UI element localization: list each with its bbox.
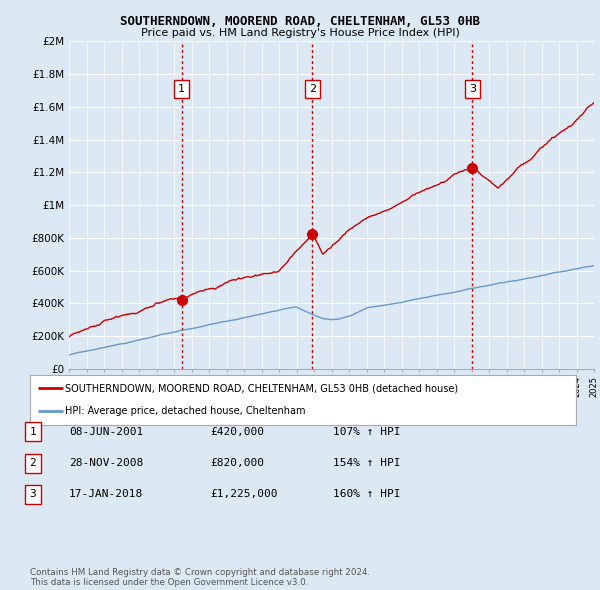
Text: 154% ↑ HPI: 154% ↑ HPI	[333, 458, 401, 468]
Text: Contains HM Land Registry data © Crown copyright and database right 2024.
This d: Contains HM Land Registry data © Crown c…	[30, 568, 370, 587]
Text: 160% ↑ HPI: 160% ↑ HPI	[333, 490, 401, 499]
Text: £1,225,000: £1,225,000	[210, 490, 277, 499]
Text: £420,000: £420,000	[210, 427, 264, 437]
Text: 3: 3	[29, 490, 37, 499]
Text: 107% ↑ HPI: 107% ↑ HPI	[333, 427, 401, 437]
Text: 28-NOV-2008: 28-NOV-2008	[69, 458, 143, 468]
Text: HPI: Average price, detached house, Cheltenham: HPI: Average price, detached house, Chel…	[65, 407, 306, 417]
Text: 08-JUN-2001: 08-JUN-2001	[69, 427, 143, 437]
Text: 1: 1	[178, 84, 185, 94]
Text: 3: 3	[469, 84, 476, 94]
Text: £820,000: £820,000	[210, 458, 264, 468]
Text: 2: 2	[309, 84, 316, 94]
Text: 1: 1	[29, 427, 37, 437]
Text: SOUTHERNDOWN, MOOREND ROAD, CHELTENHAM, GL53 0HB: SOUTHERNDOWN, MOOREND ROAD, CHELTENHAM, …	[120, 15, 480, 28]
Text: 17-JAN-2018: 17-JAN-2018	[69, 490, 143, 499]
Text: SOUTHERNDOWN, MOOREND ROAD, CHELTENHAM, GL53 0HB (detached house): SOUTHERNDOWN, MOOREND ROAD, CHELTENHAM, …	[65, 383, 458, 393]
Text: Price paid vs. HM Land Registry's House Price Index (HPI): Price paid vs. HM Land Registry's House …	[140, 28, 460, 38]
Text: 2: 2	[29, 458, 37, 468]
